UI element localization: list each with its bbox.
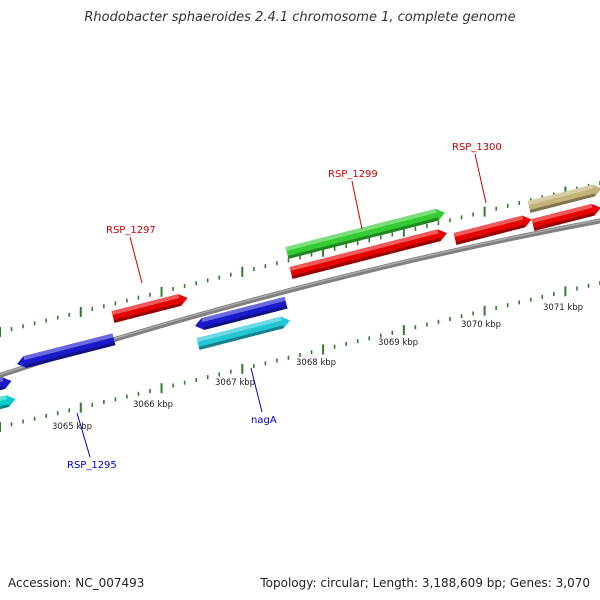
gene-arrow-shadow <box>0 403 10 410</box>
gene-blue-rsp1295[interactable] <box>16 333 116 369</box>
scale-label: 3068 kbp <box>296 358 336 368</box>
gene-arrow-highlight <box>201 296 286 323</box>
gene-cyan-naga[interactable] <box>196 315 292 350</box>
gene-arrow-shadow <box>455 224 526 245</box>
gene-label[interactable]: RSP_1300 <box>452 142 502 153</box>
gene-arrow-highlight <box>531 203 593 224</box>
gene-arrow-shadow <box>529 193 596 213</box>
gene-arrow-shadow <box>113 302 182 323</box>
tick-marks <box>0 181 600 432</box>
gene-arrow-highlight <box>111 294 180 316</box>
gene-green-rsp1299[interactable] <box>285 207 447 259</box>
leader-line <box>250 367 263 413</box>
gene-arrow-highlight <box>285 208 437 252</box>
gene-blue-left-edge[interactable] <box>0 375 13 391</box>
accession-text: Accession: NC_007493 <box>8 576 145 590</box>
gene-label[interactable]: nagA <box>251 415 277 426</box>
leader-line <box>129 236 143 284</box>
scale-labels: 3065 kbp 3066 kbp 3067 kbp 3068 kbp 3069 kbp… <box>52 303 583 432</box>
scale-label: 3071 kbp <box>543 303 583 313</box>
gene-red-rsp1299[interactable] <box>289 227 449 279</box>
backbone-highlight <box>0 219 600 376</box>
gene-cyan-left-edge[interactable] <box>0 393 17 410</box>
gene-red-right-edge[interactable] <box>531 202 600 231</box>
gene-arrow-highlight <box>527 184 594 206</box>
gene-label[interactable]: RSP_1295 <box>67 460 117 471</box>
gene-arrow-shadow <box>287 217 439 259</box>
gene-arrow-highlight <box>289 229 439 272</box>
leader-line <box>474 153 487 204</box>
genes-group <box>0 183 600 410</box>
genome-summary-text: Topology: circular; Length: 3,188,609 bp… <box>260 576 590 590</box>
gene-arrow-shadow <box>203 305 288 330</box>
gene-arrow-highlight <box>0 377 4 384</box>
gene-arrow-highlight <box>23 333 114 361</box>
gene-khaki-right-edge[interactable] <box>527 183 600 213</box>
scale-label: 3066 kbp <box>133 400 173 410</box>
scale-label: 3069 kbp <box>378 338 418 348</box>
gene-red-rsp1297[interactable] <box>111 292 190 323</box>
gene-arrow-shadow <box>25 342 116 368</box>
gene-arrow-body <box>0 395 16 410</box>
gene-arrow-highlight <box>196 316 282 343</box>
gene-arrow-highlight <box>453 215 524 238</box>
map-title: Rhodobacter sphaeroides 2.4.1 chromosome… <box>84 10 516 25</box>
gene-labels: RSP_1297 RSP_1299 RSP_1300 nagA RSP_1295 <box>67 142 502 471</box>
gene-label[interactable]: RSP_1297 <box>106 225 156 236</box>
scale-label: 3065 kbp <box>52 422 92 432</box>
leader-line <box>76 412 91 458</box>
scale-label: 3067 kbp <box>215 378 255 388</box>
gene-arrow-body <box>0 377 12 391</box>
gene-arrow-shadow <box>0 385 6 391</box>
gene-label[interactable]: RSP_1299 <box>328 169 378 180</box>
leader-line <box>351 180 363 230</box>
gene-arrow-highlight <box>0 395 8 403</box>
gene-blue-reverse[interactable] <box>194 296 288 332</box>
gene-arrow-shadow <box>291 238 441 279</box>
gene-red-rsp1300[interactable] <box>453 214 534 245</box>
gene-arrow-shadow <box>533 212 595 231</box>
scale-label: 3070 kbp <box>461 320 501 330</box>
gene-arrow-shadow <box>198 325 284 350</box>
